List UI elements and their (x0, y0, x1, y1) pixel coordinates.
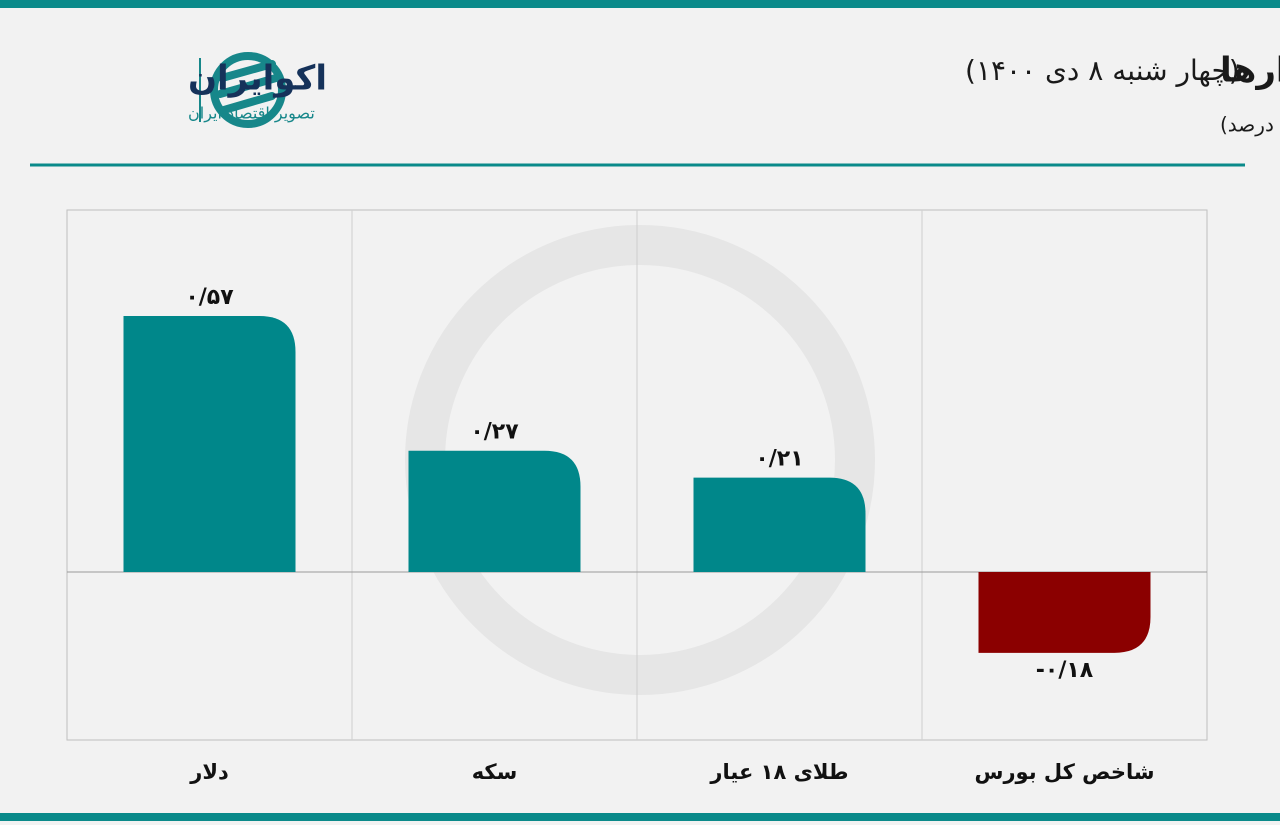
value-label: ۰/۵۷ (185, 285, 234, 310)
value-label: ۰/۲۱ (755, 447, 803, 472)
logo-name: اکوایران (188, 59, 327, 99)
chart-subtitle: (چهار شنبه ۸ دی ۱۴۰۰) (965, 54, 1240, 87)
bar (978, 572, 1151, 653)
logo-tagline: تصویر اقتصاد ایران (188, 104, 315, 124)
x-tick-label: شاخص کل بورس (974, 760, 1154, 784)
bar (123, 316, 296, 572)
top-border (0, 0, 1280, 8)
bar (693, 477, 866, 572)
x-tick-label: دلار (189, 760, 229, 784)
chart-title: بازدهی بازارها (1220, 51, 1280, 91)
value-label: -۰/۱۸ (1036, 658, 1094, 683)
bottom-border (0, 813, 1280, 821)
x-tick-label: سکه (472, 760, 518, 784)
unit-note: (واحد: درصد) (1220, 113, 1280, 137)
value-label: ۰/۲۷ (470, 420, 519, 445)
logo-stripes (216, 60, 280, 114)
logo: اکوایران تصویر اقتصاد ایران (188, 52, 327, 128)
x-tick-label: طلای ۱۸ عیار (709, 760, 848, 784)
bar (408, 450, 581, 572)
logo-ring (210, 52, 286, 128)
